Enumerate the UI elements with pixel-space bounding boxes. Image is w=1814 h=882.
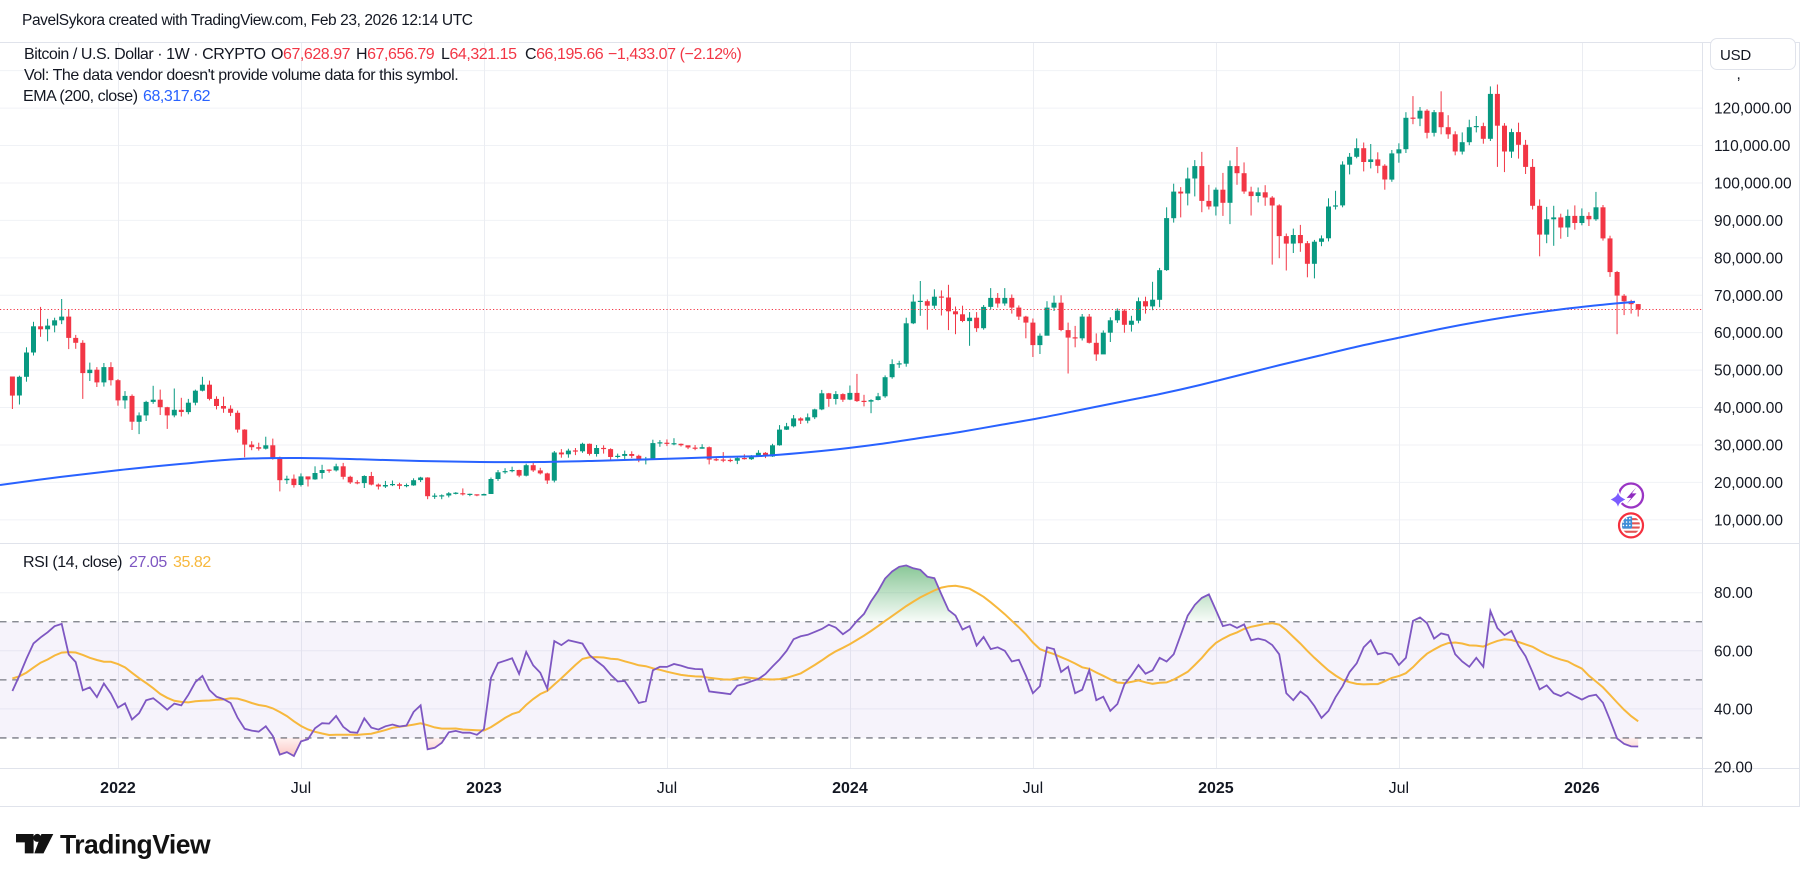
svg-text:60.00: 60.00 [1714, 643, 1753, 660]
svg-text:,: , [1737, 66, 1741, 83]
svg-text:Jul: Jul [657, 780, 677, 797]
svg-text:Jul: Jul [1389, 780, 1409, 797]
svg-text:110,000.00: 110,000.00 [1714, 138, 1791, 155]
svg-text:20,000.00: 20,000.00 [1714, 475, 1783, 492]
svg-text:TradingView: TradingView [60, 830, 211, 860]
svg-text:20.00: 20.00 [1714, 760, 1753, 777]
svg-text:40,000.00: 40,000.00 [1714, 400, 1783, 417]
svg-text:2026: 2026 [1564, 780, 1600, 797]
svg-text:30,000.00: 30,000.00 [1714, 437, 1783, 454]
svg-text:2025: 2025 [1198, 780, 1234, 797]
svg-text:50,000.00: 50,000.00 [1714, 363, 1783, 380]
svg-text:70,000.00: 70,000.00 [1714, 288, 1783, 305]
svg-text:40.00: 40.00 [1714, 701, 1753, 718]
svg-text:2022: 2022 [100, 780, 136, 797]
svg-text:Jul: Jul [291, 780, 311, 797]
svg-text:90,000.00: 90,000.00 [1714, 213, 1783, 230]
svg-text:80,000.00: 80,000.00 [1714, 250, 1783, 267]
svg-text:Jul: Jul [1023, 780, 1043, 797]
svg-text:120,000.00: 120,000.00 [1714, 101, 1792, 118]
svg-text:2023: 2023 [466, 780, 502, 797]
svg-text:100,000.00: 100,000.00 [1714, 175, 1792, 192]
svg-text:2024: 2024 [832, 780, 868, 797]
svg-text:60,000.00: 60,000.00 [1714, 325, 1783, 342]
svg-text:10,000.00: 10,000.00 [1714, 512, 1783, 529]
svg-text:80.00: 80.00 [1714, 585, 1753, 602]
